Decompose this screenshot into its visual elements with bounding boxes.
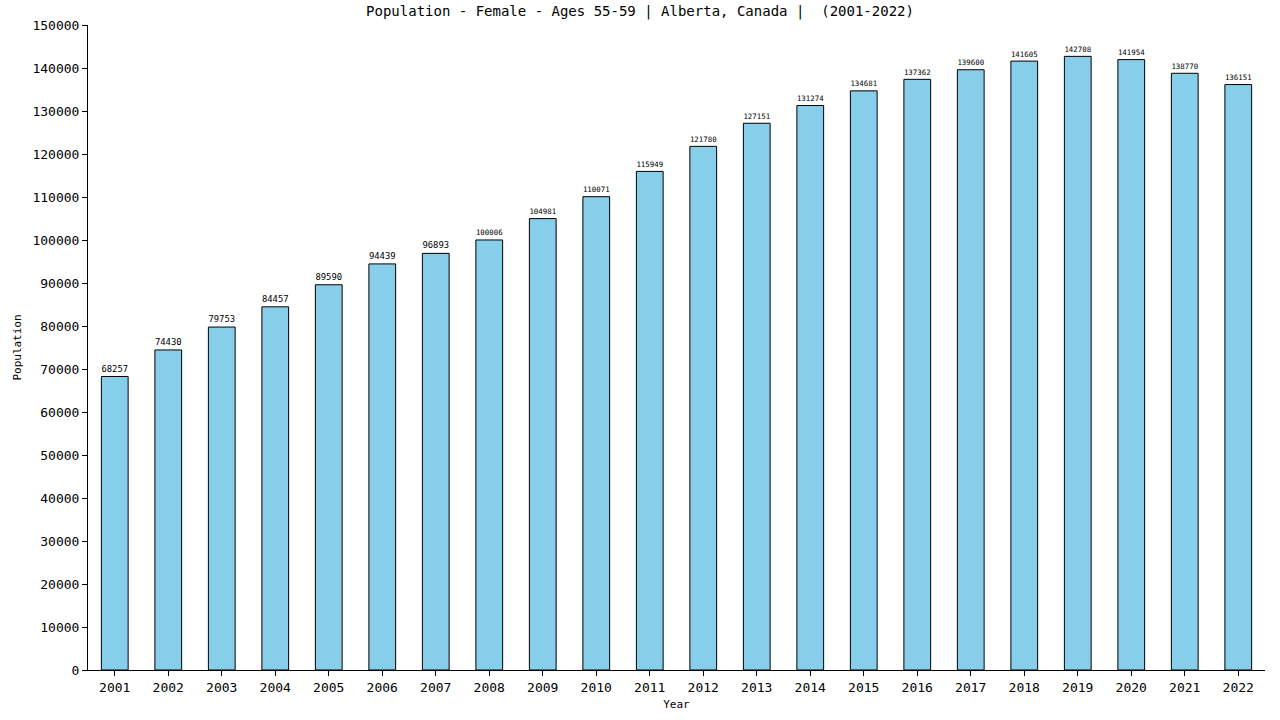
svg-text:136151: 136151 bbox=[1225, 73, 1252, 82]
svg-text:2019: 2019 bbox=[1062, 680, 1093, 695]
svg-text:68257: 68257 bbox=[101, 364, 128, 374]
svg-text:2006: 2006 bbox=[367, 680, 398, 695]
svg-text:2005: 2005 bbox=[313, 680, 344, 695]
svg-text:74430: 74430 bbox=[155, 337, 182, 347]
svg-text:121780: 121780 bbox=[690, 135, 717, 144]
svg-text:60000: 60000 bbox=[40, 405, 79, 420]
svg-text:115949: 115949 bbox=[636, 160, 663, 169]
svg-text:10000: 10000 bbox=[40, 620, 79, 635]
svg-text:142708: 142708 bbox=[1064, 45, 1091, 54]
svg-text:2011: 2011 bbox=[634, 680, 665, 695]
svg-text:79753: 79753 bbox=[208, 314, 235, 324]
svg-text:2003: 2003 bbox=[206, 680, 237, 695]
svg-text:127151: 127151 bbox=[743, 112, 770, 121]
svg-text:94439: 94439 bbox=[369, 251, 396, 261]
svg-text:Population - Female - Ages 55-: Population - Female - Ages 55-59 | Alber… bbox=[366, 3, 914, 20]
svg-text:2009: 2009 bbox=[527, 680, 558, 695]
svg-text:0: 0 bbox=[72, 663, 80, 678]
svg-text:2001: 2001 bbox=[99, 680, 130, 695]
svg-text:70000: 70000 bbox=[40, 362, 79, 377]
svg-text:30000: 30000 bbox=[40, 534, 79, 549]
svg-text:140000: 140000 bbox=[32, 61, 79, 76]
svg-text:89590: 89590 bbox=[315, 272, 342, 282]
svg-text:2021: 2021 bbox=[1169, 680, 1200, 695]
svg-text:2004: 2004 bbox=[260, 680, 291, 695]
svg-text:2012: 2012 bbox=[688, 680, 719, 695]
svg-text:2013: 2013 bbox=[741, 680, 772, 695]
svg-text:2010: 2010 bbox=[581, 680, 612, 695]
svg-text:120000: 120000 bbox=[32, 147, 79, 162]
svg-text:139600: 139600 bbox=[957, 58, 984, 67]
svg-text:2017: 2017 bbox=[955, 680, 986, 695]
svg-text:138770: 138770 bbox=[1171, 62, 1198, 71]
svg-text:84457: 84457 bbox=[262, 294, 289, 304]
svg-text:20000: 20000 bbox=[40, 577, 79, 592]
svg-text:131274: 131274 bbox=[797, 94, 824, 103]
svg-text:2002: 2002 bbox=[153, 680, 184, 695]
svg-text:90000: 90000 bbox=[40, 276, 79, 291]
svg-text:Year: Year bbox=[663, 698, 690, 711]
svg-text:80000: 80000 bbox=[40, 319, 79, 334]
svg-text:2008: 2008 bbox=[474, 680, 505, 695]
svg-text:2015: 2015 bbox=[848, 680, 879, 695]
svg-text:137362: 137362 bbox=[904, 68, 931, 77]
svg-text:2014: 2014 bbox=[795, 680, 826, 695]
svg-text:150000: 150000 bbox=[32, 18, 79, 33]
svg-text:100000: 100000 bbox=[32, 233, 79, 248]
svg-text:2020: 2020 bbox=[1116, 680, 1147, 695]
svg-text:110000: 110000 bbox=[32, 190, 79, 205]
svg-text:50000: 50000 bbox=[40, 448, 79, 463]
svg-text:130000: 130000 bbox=[32, 104, 79, 119]
svg-text:134681: 134681 bbox=[850, 79, 877, 88]
svg-text:2018: 2018 bbox=[1009, 680, 1040, 695]
svg-text:2016: 2016 bbox=[902, 680, 933, 695]
svg-text:Population: Population bbox=[11, 314, 24, 380]
svg-text:104981: 104981 bbox=[529, 207, 556, 216]
svg-text:2022: 2022 bbox=[1223, 680, 1254, 695]
svg-text:141605: 141605 bbox=[1011, 50, 1038, 59]
svg-text:141954: 141954 bbox=[1118, 48, 1145, 57]
svg-text:110071: 110071 bbox=[583, 185, 610, 194]
svg-text:100006: 100006 bbox=[476, 228, 503, 237]
svg-text:96893: 96893 bbox=[422, 240, 449, 250]
svg-text:2007: 2007 bbox=[420, 680, 451, 695]
svg-text:40000: 40000 bbox=[40, 491, 79, 506]
